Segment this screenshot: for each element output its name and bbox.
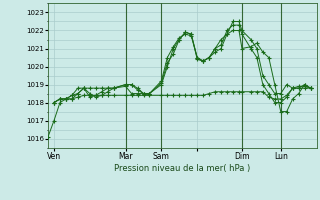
X-axis label: Pression niveau de la mer( hPa ): Pression niveau de la mer( hPa ) — [114, 164, 251, 173]
